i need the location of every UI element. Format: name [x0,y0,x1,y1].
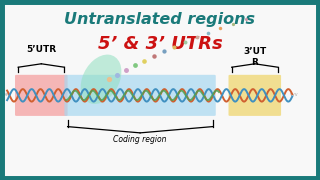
FancyBboxPatch shape [228,75,281,116]
Text: Coding region: Coding region [113,135,167,144]
Text: Untranslated regions: Untranslated regions [65,12,255,27]
Text: 3’UT: 3’UT [243,47,267,56]
Text: R: R [251,58,258,67]
Text: w: w [4,92,10,97]
FancyBboxPatch shape [15,75,68,116]
Ellipse shape [81,55,121,104]
Text: vvv: vvv [290,92,298,97]
FancyBboxPatch shape [64,75,216,116]
Text: 5’ & 3’ UTRs: 5’ & 3’ UTRs [98,35,222,53]
Text: 5’UTR: 5’UTR [26,45,56,54]
